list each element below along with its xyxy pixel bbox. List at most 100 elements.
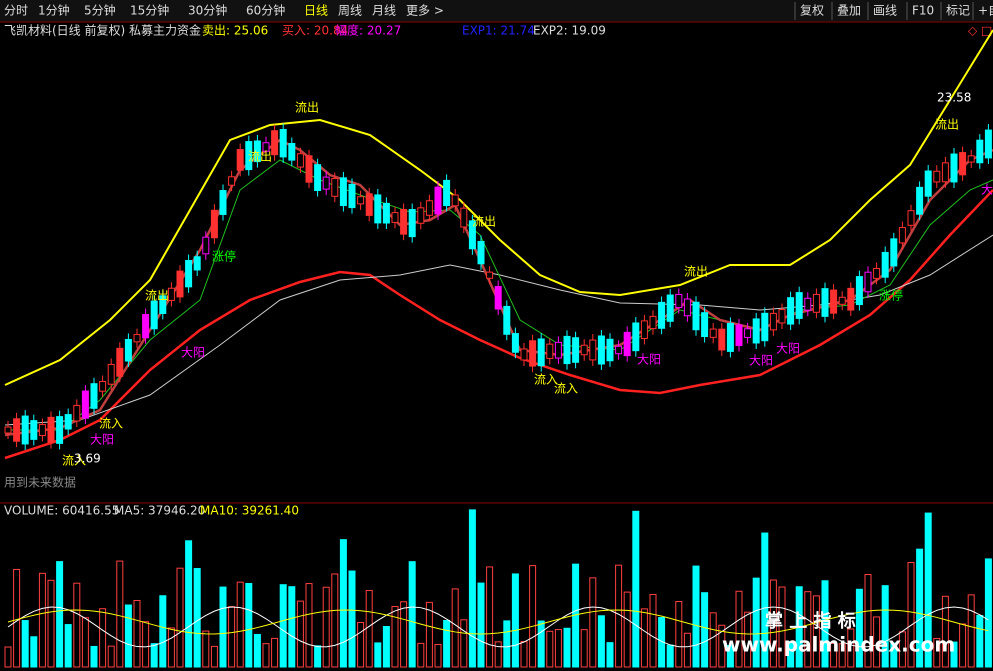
tool-button[interactable]: 复权 (800, 4, 824, 18)
tool-button[interactable]: 标记 (946, 4, 970, 18)
candle-body (675, 293, 683, 309)
candle-body (219, 190, 227, 215)
candle-body (907, 210, 915, 226)
volume-bar (873, 616, 881, 668)
candle-body (417, 207, 425, 224)
candle-body (709, 328, 717, 338)
ma10-label: MA10: 39261.40 (200, 504, 299, 518)
volume-bar (804, 591, 812, 668)
volume-bar (219, 586, 227, 668)
candle-body (253, 140, 261, 163)
candle-body (640, 320, 648, 339)
period-tab[interactable]: 分时 (4, 4, 28, 18)
volume-bar (769, 579, 777, 668)
volume-bar (649, 593, 657, 668)
period-tab[interactable]: 60分钟 (246, 3, 285, 18)
volume-bar (838, 643, 846, 668)
candle-body (400, 208, 408, 235)
candle-body (546, 343, 554, 359)
volume-bar (176, 567, 184, 668)
candle-body (142, 314, 150, 339)
candle-body (288, 143, 296, 161)
candle-body (150, 300, 158, 330)
volume-bar (632, 510, 640, 668)
chart-annotation: 涨停 (212, 249, 236, 264)
volume-bar (279, 584, 287, 668)
candle-body (193, 256, 201, 271)
period-tab[interactable]: 日线 (304, 4, 328, 18)
chart-annotation: 涨停 (879, 288, 903, 303)
volume-bar (924, 512, 932, 668)
candle-body (90, 383, 98, 409)
volume-bar (167, 627, 175, 668)
chart-annotation: 23.58 (937, 91, 971, 105)
sell-value: 卖出: 25.06 (202, 24, 268, 38)
candle-body (769, 312, 777, 331)
chart-annotation: 流入 (62, 454, 86, 468)
volume-bar (322, 586, 330, 668)
note: 用到未来数据 (4, 475, 76, 490)
candle-body (38, 424, 46, 436)
candle-body (262, 142, 270, 152)
volume-bar (890, 642, 898, 668)
chart-annotation: 大阳 (749, 354, 773, 368)
volume-bar (417, 642, 425, 668)
volume-bar (13, 568, 21, 668)
period-tab[interactable]: 1分钟 (38, 3, 70, 18)
period-tab[interactable]: 周线 (338, 4, 362, 18)
candle-body (692, 301, 700, 331)
volume-bar (253, 633, 261, 668)
volume-bar (4, 646, 12, 668)
volume-bar (615, 564, 623, 668)
candle-body (941, 162, 949, 183)
chart-annotation: 流出 (145, 289, 169, 303)
candle-body (425, 200, 433, 216)
period-tab[interactable]: 更多 > (406, 4, 444, 18)
candle-body (236, 149, 244, 171)
volume-bar (744, 611, 752, 668)
candle-body (202, 236, 210, 255)
volume-bar (400, 601, 408, 668)
tool-button[interactable]: 叠加 (837, 4, 861, 18)
indicator-line (4, 29, 993, 386)
candle-body (468, 220, 476, 250)
volume-bar (718, 624, 726, 668)
volume-bar (812, 595, 820, 668)
volume-bar (81, 617, 89, 668)
volume-bar (90, 645, 98, 668)
volume-bar (701, 592, 709, 668)
candle-body (382, 202, 390, 224)
period-tab[interactable]: 30分钟 (188, 3, 227, 18)
candle-body (683, 298, 691, 317)
volume-bar (735, 590, 743, 668)
tool-button[interactable]: F10 (912, 4, 934, 18)
volume-bar (228, 606, 236, 668)
candle-body (778, 309, 786, 324)
candle-body (881, 251, 889, 278)
chart-annotation: 大阳 (90, 433, 114, 447)
period-tab[interactable]: 5分钟 (84, 3, 116, 18)
candle-body (339, 177, 347, 207)
tool-button[interactable]: +自 (978, 4, 993, 18)
volume-bar (116, 560, 124, 668)
candle-body (434, 186, 442, 215)
period-tab[interactable]: 月线 (372, 4, 396, 18)
candle-body (572, 337, 580, 363)
volume-bar (486, 566, 494, 668)
volume-bar (425, 601, 433, 668)
volume-bar (193, 568, 201, 668)
volume-bar (30, 636, 38, 668)
volume-bar (468, 509, 476, 668)
tool-button[interactable]: 画线 (873, 4, 897, 18)
period-tab[interactable]: 15分钟 (130, 3, 169, 18)
candle-body (632, 322, 640, 352)
candle-body (950, 153, 958, 183)
chart-annotation: 大阳 (776, 342, 800, 356)
buy-value: 买入: 20.84 (282, 24, 348, 38)
candle-body (554, 341, 562, 359)
volume-bar (339, 539, 347, 668)
volume-bar (726, 644, 734, 668)
candle-body (451, 194, 459, 207)
